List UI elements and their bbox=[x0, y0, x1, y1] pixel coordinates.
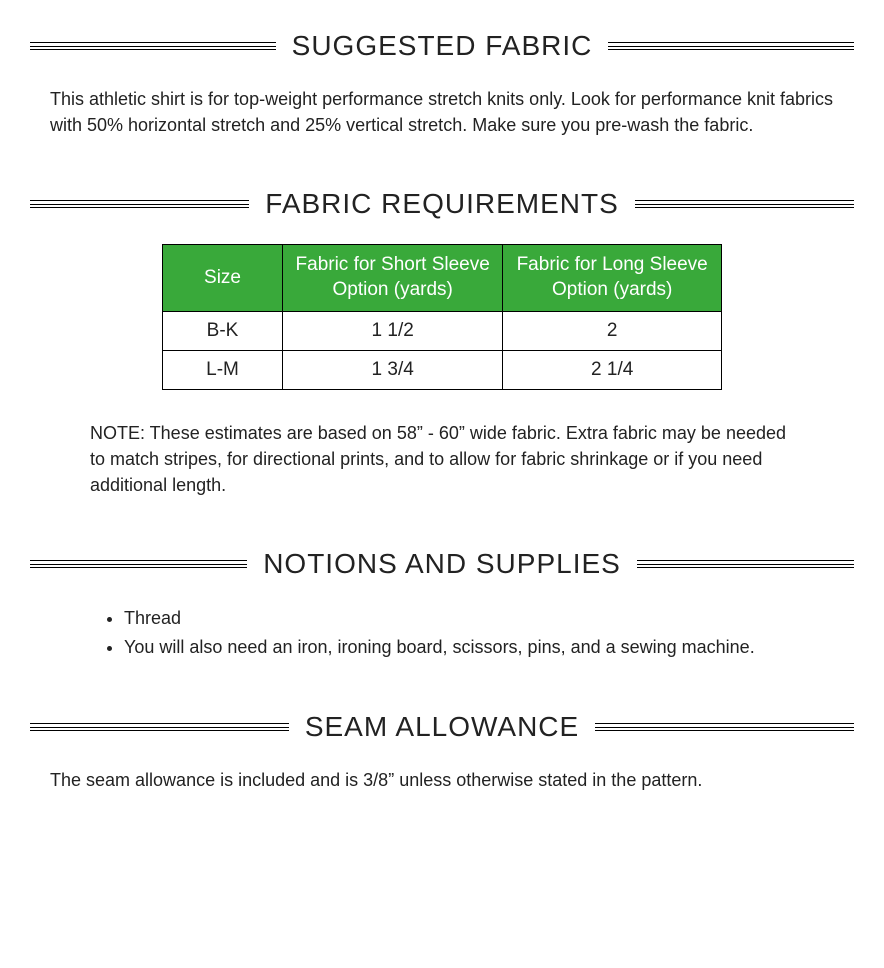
section-title: SEAM ALLOWANCE bbox=[305, 711, 579, 743]
rule-left bbox=[30, 42, 276, 50]
table-header-size: Size bbox=[163, 245, 283, 311]
section-suggested-fabric: SUGGESTED FABRIC This athletic shirt is … bbox=[30, 30, 854, 138]
rule-right bbox=[608, 42, 854, 50]
suggested-fabric-body: This athletic shirt is for top-weight pe… bbox=[50, 86, 834, 138]
table-header-long: Fabric for Long Sleeve Option (yards) bbox=[503, 245, 722, 311]
notions-list: Thread You will also need an iron, ironi… bbox=[100, 604, 854, 662]
cell-size: L-M bbox=[163, 350, 283, 389]
table-row: B-K 1 1/2 2 bbox=[163, 311, 722, 350]
fabric-requirements-note: NOTE: These estimates are based on 58” -… bbox=[90, 420, 794, 498]
section-title: SUGGESTED FABRIC bbox=[292, 30, 593, 62]
list-item: Thread bbox=[124, 604, 854, 633]
section-title: NOTIONS AND SUPPLIES bbox=[263, 548, 621, 580]
rule-left bbox=[30, 200, 249, 208]
cell-size: B-K bbox=[163, 311, 283, 350]
rule-right bbox=[595, 723, 854, 731]
rule-right bbox=[635, 200, 854, 208]
heading-row: SEAM ALLOWANCE bbox=[30, 711, 854, 743]
section-seam-allowance: SEAM ALLOWANCE The seam allowance is inc… bbox=[30, 711, 854, 793]
table-header-row: Size Fabric for Short Sleeve Option (yar… bbox=[163, 245, 722, 311]
rule-left bbox=[30, 560, 247, 568]
section-title: FABRIC REQUIREMENTS bbox=[265, 188, 618, 220]
list-item: You will also need an iron, ironing boar… bbox=[124, 633, 854, 662]
heading-row: SUGGESTED FABRIC bbox=[30, 30, 854, 62]
cell-long: 2 1/4 bbox=[503, 350, 722, 389]
table-header-short: Fabric for Short Sleeve Option (yards) bbox=[283, 245, 503, 311]
rule-left bbox=[30, 723, 289, 731]
heading-row: NOTIONS AND SUPPLIES bbox=[30, 548, 854, 580]
section-notions: NOTIONS AND SUPPLIES Thread You will als… bbox=[30, 548, 854, 662]
rule-right bbox=[637, 560, 854, 568]
table-row: L-M 1 3/4 2 1/4 bbox=[163, 350, 722, 389]
cell-short: 1 3/4 bbox=[283, 350, 503, 389]
heading-row: FABRIC REQUIREMENTS bbox=[30, 188, 854, 220]
fabric-requirements-table: Size Fabric for Short Sleeve Option (yar… bbox=[162, 244, 722, 389]
seam-allowance-body: The seam allowance is included and is 3/… bbox=[50, 767, 834, 793]
cell-long: 2 bbox=[503, 311, 722, 350]
cell-short: 1 1/2 bbox=[283, 311, 503, 350]
section-fabric-requirements: FABRIC REQUIREMENTS Size Fabric for Shor… bbox=[30, 188, 854, 498]
